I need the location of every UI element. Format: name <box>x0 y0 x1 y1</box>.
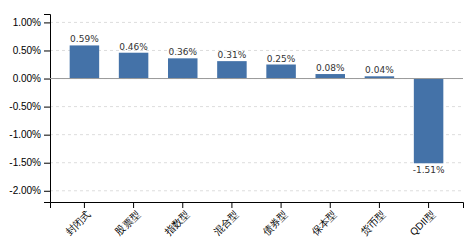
y-tick-mark <box>44 107 50 108</box>
x-tick: 货币型 <box>359 202 388 237</box>
x-tick: 保本型 <box>310 202 339 237</box>
x-tick: 混合型 <box>211 202 240 237</box>
x-tick: 封闭式 <box>64 202 93 237</box>
x-tick-label: 债券型 <box>261 208 290 237</box>
x-tick-mark <box>428 202 429 208</box>
y-tick: 1.00% <box>13 17 50 28</box>
y-tick-mark <box>44 50 50 51</box>
data-label: 0.04% <box>365 65 394 75</box>
y-tick: -2.00% <box>9 185 50 196</box>
data-label: 0.59% <box>70 34 99 44</box>
data-label: 0.46% <box>119 42 148 52</box>
y-tick: -0.50% <box>9 101 50 112</box>
grid-line <box>50 50 463 51</box>
y-tick: 0.50% <box>13 45 50 56</box>
x-tick: QDII型 <box>408 202 437 238</box>
y-tick-mark <box>44 191 50 192</box>
bar <box>70 45 100 78</box>
data-label: -1.51% <box>413 165 445 175</box>
x-tick-mark <box>84 202 85 208</box>
y-tick-mark <box>44 22 50 23</box>
y-tick-label: -0.50% <box>9 101 41 112</box>
x-axis-line <box>51 203 464 209</box>
x-tick-mark <box>281 202 282 208</box>
x-tick-mark <box>330 202 331 208</box>
y-tick-mark <box>44 163 50 164</box>
chart-container: -2.00% -1.50% -1.00% -0.50% 0.00% 0.50% 1.00% 封… <box>0 0 475 252</box>
grid-line <box>50 22 463 23</box>
grid-line <box>50 78 463 79</box>
x-tick-mark <box>231 202 232 208</box>
x-tick-label: 股票型 <box>113 208 142 237</box>
bar <box>217 61 247 78</box>
x-tick: 指数型 <box>162 202 192 238</box>
x-axis: 封闭式股票型指数型混合型债券型保本型货币型 QDII型 <box>51 202 464 238</box>
bar <box>414 79 444 164</box>
plot: -2.00% -1.50% -1.00% -0.50% 0.00% 0.50% 1.00% 封… <box>9 15 463 239</box>
grid <box>50 22 463 190</box>
x-tick-label: 保本型 <box>310 208 339 237</box>
data-label: 0.36% <box>168 47 197 57</box>
grid-line <box>50 190 463 191</box>
y-tick-label: 0.50% <box>13 45 41 56</box>
x-tick-label: 货币型 <box>359 208 388 237</box>
bar <box>316 74 346 78</box>
y-tick: 0.00% <box>13 73 50 84</box>
x-tick-mark <box>379 202 380 208</box>
grid-line <box>50 162 463 163</box>
y-tick-label: 0.00% <box>13 73 41 84</box>
y-tick-label: -1.50% <box>9 157 41 168</box>
y-tick: -1.50% <box>9 157 50 168</box>
y-tick-mark <box>44 79 50 80</box>
y-axis-line <box>44 15 51 203</box>
y-tick-label: 1.00% <box>13 17 41 28</box>
x-tick-label: 封闭式 <box>64 208 93 237</box>
bar <box>266 65 296 79</box>
data-label: 0.25% <box>267 54 296 64</box>
data-labels: 0.59% 0.46% 0.36% 0.31% 0.25% 0.08% 0.04% -1.51… <box>70 34 445 175</box>
bars <box>70 45 444 163</box>
x-tick-label: QDII型 <box>408 208 437 237</box>
y-tick-mark <box>44 135 50 136</box>
x-tick-mark <box>182 202 183 208</box>
bar <box>119 53 149 79</box>
y-tick-label: -1.00% <box>9 129 41 140</box>
x-tick: 债券型 <box>261 202 290 237</box>
chart: -2.00% -1.50% -1.00% -0.50% 0.00% 0.50% 1.00% 封… <box>0 0 475 252</box>
y-tick: -1.00% <box>9 129 50 140</box>
x-tick: 股票型 <box>113 202 142 237</box>
data-label: 0.31% <box>218 50 247 60</box>
y-tick-label: -2.00% <box>9 185 41 196</box>
zero-line <box>50 78 463 79</box>
y-axis: -2.00% -1.50% -1.00% -0.50% 0.00% 0.50% 1.00% <box>9 15 50 203</box>
bar <box>168 58 198 78</box>
data-label: 0.08% <box>316 63 345 73</box>
grid-line <box>50 106 463 107</box>
x-tick-mark <box>133 202 134 208</box>
x-tick-label: 混合型 <box>211 208 240 237</box>
grid-line <box>50 134 463 135</box>
x-tick-label: 指数型 <box>162 208 192 238</box>
